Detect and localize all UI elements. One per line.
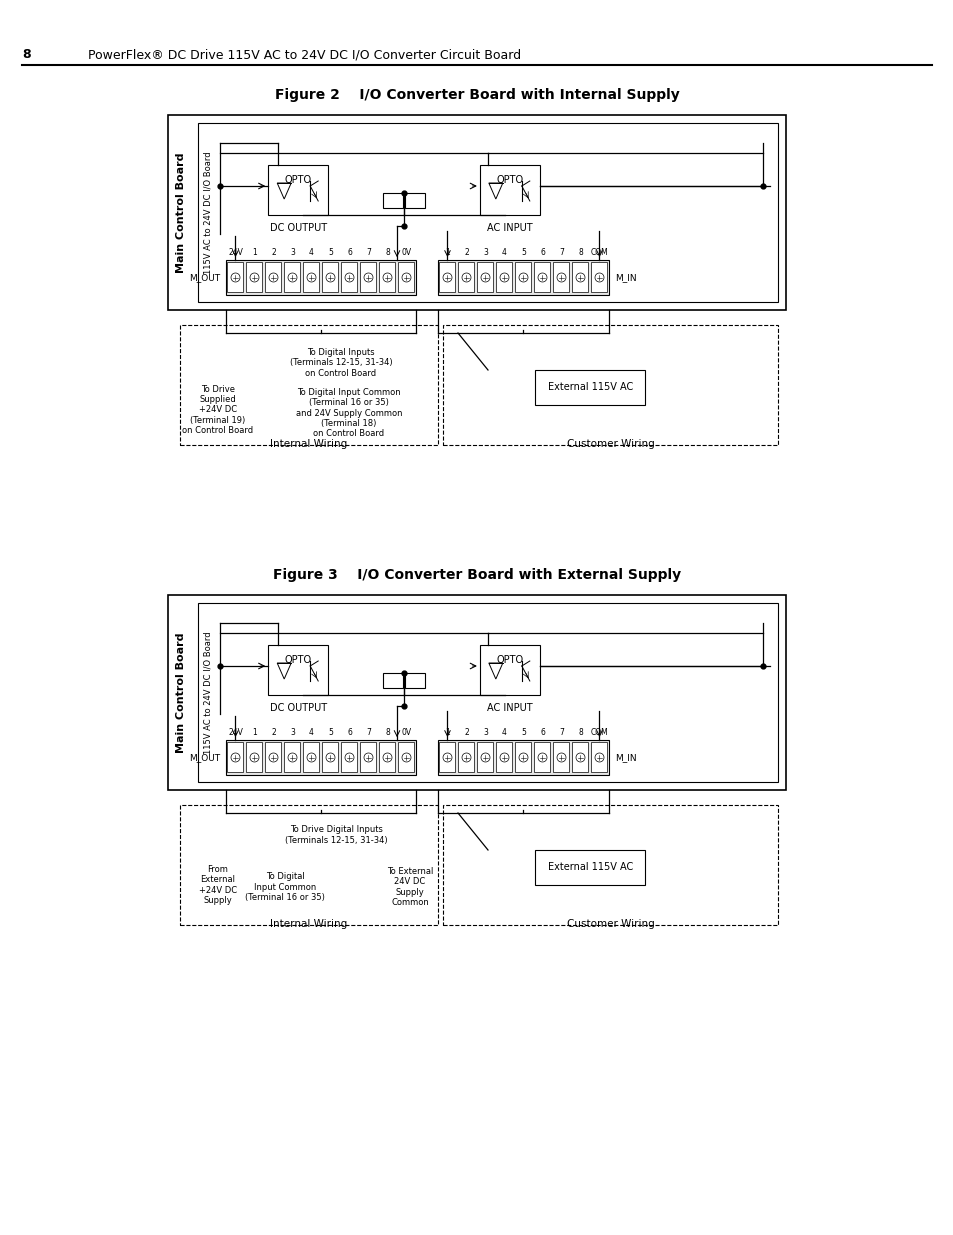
Text: 3: 3 [482,248,487,257]
Circle shape [401,273,411,282]
Text: 8: 8 [385,727,390,737]
Bar [591,262,607,291]
Text: Customer Wiring: Customer Wiring [566,438,654,450]
Bar [227,262,243,291]
Text: 1: 1 [445,248,450,257]
Bar [379,742,395,772]
Bar [535,370,645,405]
Circle shape [518,273,527,282]
Circle shape [269,753,277,762]
Circle shape [518,753,527,762]
Text: Customer Wiring: Customer Wiring [566,919,654,929]
Text: 7: 7 [366,727,371,737]
Circle shape [537,753,546,762]
Bar [322,262,338,291]
Circle shape [307,753,315,762]
Text: 5: 5 [328,727,333,737]
Circle shape [499,753,509,762]
Text: 6: 6 [347,727,352,737]
Text: 115V AC to 24V DC I/O Board: 115V AC to 24V DC I/O Board [203,631,213,753]
Text: 6: 6 [539,248,544,257]
Text: COM: COM [590,727,608,737]
Text: 8: 8 [578,727,582,737]
Bar [442,805,778,925]
Circle shape [461,273,471,282]
Text: 2: 2 [271,248,275,257]
Circle shape [595,273,603,282]
Text: 15k: 15k [386,196,399,205]
Text: 6: 6 [539,727,544,737]
Text: OPTO: OPTO [496,175,523,185]
Circle shape [288,753,296,762]
Circle shape [442,753,452,762]
Text: Internal Wiring: Internal Wiring [270,438,347,450]
Text: 15k: 15k [386,676,399,685]
Bar [405,673,425,688]
Circle shape [576,273,584,282]
Circle shape [499,273,509,282]
Text: 15k: 15k [408,676,421,685]
Circle shape [269,273,277,282]
Bar [515,742,531,772]
Text: Figure 3    I/O Converter Board with External Supply: Figure 3 I/O Converter Board with Extern… [273,568,680,582]
Text: 2: 2 [464,727,468,737]
Circle shape [480,753,490,762]
Text: 4: 4 [309,727,314,737]
Bar [479,165,539,215]
Text: External 115V AC: External 115V AC [547,383,633,393]
Bar [246,742,262,772]
Bar [226,740,416,776]
Text: M_OUT: M_OUT [189,753,220,762]
Bar [535,850,645,885]
Bar [591,742,607,772]
Bar [226,261,416,295]
Bar [398,742,414,772]
Bar [341,742,357,772]
Circle shape [288,273,296,282]
Text: Main Control Board: Main Control Board [175,632,186,753]
Bar [572,262,588,291]
Bar [265,262,281,291]
Text: Internal Wiring: Internal Wiring [270,919,347,929]
Text: DC OUTPUT: DC OUTPUT [270,703,327,713]
Bar [553,262,569,291]
Text: 24V: 24V [228,727,243,737]
Text: 24V: 24V [228,248,243,257]
Bar [268,165,328,215]
Bar [458,742,474,772]
Text: External 115V AC: External 115V AC [547,862,633,872]
Text: COM: COM [590,248,608,257]
Text: M_OUT: M_OUT [189,273,220,282]
Text: 5: 5 [520,727,525,737]
Text: 2: 2 [464,248,468,257]
Bar [284,262,300,291]
Circle shape [401,753,411,762]
Circle shape [442,273,452,282]
Bar [437,740,608,776]
Text: OPTO: OPTO [284,655,312,664]
Bar [268,645,328,695]
Text: To Drive Digital Inputs
(Terminals 12-15, 31-34): To Drive Digital Inputs (Terminals 12-15… [284,825,387,845]
Text: 0V: 0V [401,248,411,257]
Text: To Digital Inputs
(Terminals 12-15, 31-34)
on Control Board: To Digital Inputs (Terminals 12-15, 31-3… [290,348,392,378]
Text: AC INPUT: AC INPUT [486,703,532,713]
Bar [398,262,414,291]
Text: 3: 3 [290,727,294,737]
Text: 1: 1 [445,727,450,737]
Circle shape [345,753,354,762]
Circle shape [595,753,603,762]
Bar [227,742,243,772]
Bar [405,193,425,207]
Bar [168,115,785,310]
Text: 5: 5 [328,248,333,257]
Circle shape [364,273,373,282]
Bar [477,262,493,291]
Text: M_IN: M_IN [615,273,636,282]
Bar [477,742,493,772]
Text: 8: 8 [578,248,582,257]
Circle shape [345,273,354,282]
Text: 15k: 15k [408,196,421,205]
Bar [360,262,376,291]
Bar [198,603,778,782]
Text: 2: 2 [271,727,275,737]
